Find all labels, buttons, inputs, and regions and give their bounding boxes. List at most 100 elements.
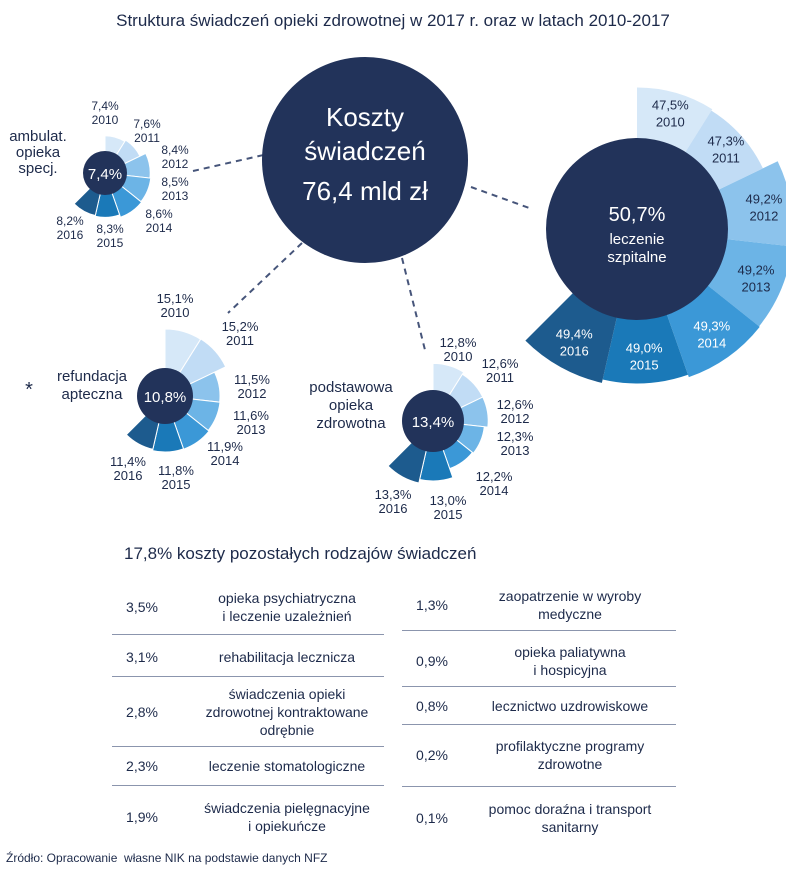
chart-name-line: zdrowotna [316, 415, 386, 432]
table-row: 0,8% lecznictwo uzdrowiskowe [402, 688, 670, 724]
central-circle: Koszty świadczeń 76,4 mld zł [262, 57, 468, 263]
row-divider [112, 746, 384, 747]
row-divider [402, 786, 676, 787]
chart-name-line: ambulat. [9, 128, 67, 145]
row-description: lecznictwo uzdrowiskowe [470, 697, 670, 715]
row-description-line: i hospicyjna [533, 662, 607, 678]
connector-ambulat [192, 153, 269, 172]
slice-value-label: 8,4% [161, 143, 189, 157]
row-description-line: i leczenie uzależnień [222, 608, 352, 624]
row-percent: 3,1% [126, 649, 158, 665]
slice-value-label: 8,5% [161, 175, 189, 189]
slice-year-label: 2014 [211, 453, 240, 468]
row-description-line: sanitarny [541, 819, 599, 835]
table-row: 2,8% świadczenia opieki zdrowotnej kontrak… [112, 678, 397, 746]
slice-year-label: 2016 [114, 468, 143, 483]
hub-value: 10,8% [144, 389, 187, 406]
row-description: świadczenia pielęgnacyjne i opiekuńcze [177, 799, 397, 835]
table-row: 0,2% profilaktyczne programy zdrowotne [402, 724, 670, 786]
slice-year-label: 2015 [162, 477, 191, 492]
table-row: 1,9% świadczenia pielęgnacyjne i opiekuńcz… [112, 786, 397, 848]
slice-value-label: 13,3% [375, 487, 412, 502]
row-description-line: zdrowotne [537, 756, 603, 772]
chart-name-line: opieka [329, 397, 374, 414]
slice-year-label: 2015 [97, 236, 124, 250]
slice-value-label: 11,8% [158, 463, 194, 478]
row-description-line: i opiekuńcze [248, 818, 326, 834]
row-description-line: lecznictwo uzdrowiskowe [491, 698, 649, 714]
slice-year-label: 2011 [134, 131, 160, 145]
row-description-line: świadczenia pielęgnacyjne [204, 800, 370, 816]
rose-chart-1: 47,5% 2010 47,3% 2011 49,2% 2012 49,2% 2013 49,3… [525, 87, 786, 384]
rose-charts: 47,5% 2010 47,3% 2011 49,2% 2012 49,2% 2013 49,3… [9, 87, 786, 522]
slice-value-label: 47,3% [708, 134, 745, 149]
chart-name-line: specj. [18, 160, 57, 177]
slice-value-label: 8,3% [96, 222, 124, 236]
rose-hub [137, 368, 193, 424]
source-note: Źródło: Opracowanie własne NIK na podsta… [6, 851, 328, 865]
infographic-canvas: Struktura świadczeń opieki zdrowotnej w … [9, 11, 786, 522]
row-description-line: zaopatrzenie w wyroby [498, 588, 642, 604]
central-line-2: świadczeń [304, 136, 425, 166]
central-line-1: Koszty [326, 102, 404, 132]
connector-poz [401, 257, 426, 351]
slice-value-label: 7,6% [133, 117, 161, 131]
slice-year-label: 2012 [501, 411, 530, 426]
row-percent: 3,5% [126, 599, 158, 615]
row-divider [402, 630, 676, 631]
rose-chart-4: 13,4%12,8%2010 12,6%201112,6%201212,3%201… [309, 335, 534, 522]
row-divider [112, 676, 384, 677]
row-description: zaopatrzenie w wyroby medyczne [470, 587, 670, 623]
table-row: 0,1% pomoc doraźna i transport sanitarny [402, 788, 670, 848]
slice-value-label: 12,6% [482, 356, 519, 371]
connector-refundacja [227, 242, 303, 314]
row-description: świadczenia opieki zdrowotnej kontraktowa… [177, 685, 397, 739]
connector-szpital [470, 186, 533, 210]
slice-value-label: 8,6% [145, 207, 173, 221]
row-description-line: profilaktyczne programy [495, 738, 645, 754]
slice-value-label: 8,2% [56, 214, 84, 228]
table-row: 0,9% opieka paliatywna i hospicyjna [402, 636, 670, 686]
row-percent: 0,9% [416, 653, 448, 669]
row-description: opieka paliatywna i hospicyjna [470, 643, 670, 679]
row-divider [402, 724, 676, 725]
slice-year-label: 2013 [162, 189, 189, 203]
slice-value-label: 7,4% [91, 99, 119, 113]
table-row: 1,3% zaopatrzenie w wyroby medyczne [402, 580, 670, 630]
slice-year-label: 2013 [742, 279, 771, 294]
slice-value-label: 49,3% [693, 318, 730, 333]
row-percent: 0,8% [416, 698, 448, 714]
slice-value-label: 11,5% [234, 372, 270, 387]
hub-value: 7,4% [88, 166, 122, 183]
row-description-line: świadczenia opieki [228, 686, 346, 702]
row-percent: 2,3% [126, 758, 158, 774]
row-description-line: opieka paliatywna [514, 644, 626, 660]
slice-year-label: 2015 [434, 507, 463, 522]
row-percent: 0,1% [416, 810, 448, 826]
row-description: profilaktyczne programy zdrowotne [470, 737, 670, 773]
slice-value-label: 49,2% [738, 262, 775, 277]
slice-year-label: 2010 [161, 305, 190, 320]
row-description-line: medyczne [538, 606, 602, 622]
asterisk-marker: * [25, 379, 33, 401]
table-row: 2,3% leczenie stomatologiczne [112, 747, 397, 785]
slice-year-label: 2014 [480, 483, 509, 498]
row-divider [112, 634, 384, 635]
rose-hub [83, 151, 127, 195]
slice-value-label: 49,0% [626, 341, 663, 356]
slice-year-label: 2016 [560, 344, 589, 359]
slice-year-label: 2011 [712, 151, 740, 166]
row-divider [402, 686, 676, 687]
slice-year-label: 2016 [57, 228, 84, 242]
row-divider [112, 785, 384, 786]
slice-value-label: 49,4% [556, 327, 593, 342]
slice-year-label: 2010 [444, 349, 473, 364]
row-percent: 0,2% [416, 747, 448, 763]
row-percent: 1,3% [416, 597, 448, 613]
connector-lines [192, 153, 533, 351]
slice-year-label: 2015 [630, 358, 659, 373]
row-description-line: pomoc doraźna i transport [488, 801, 652, 817]
table-row: 3,1% rehabilitacja lecznicza [112, 638, 397, 676]
slice-value-label: 11,9% [207, 439, 243, 454]
hub-value: 13,4% [412, 414, 455, 431]
